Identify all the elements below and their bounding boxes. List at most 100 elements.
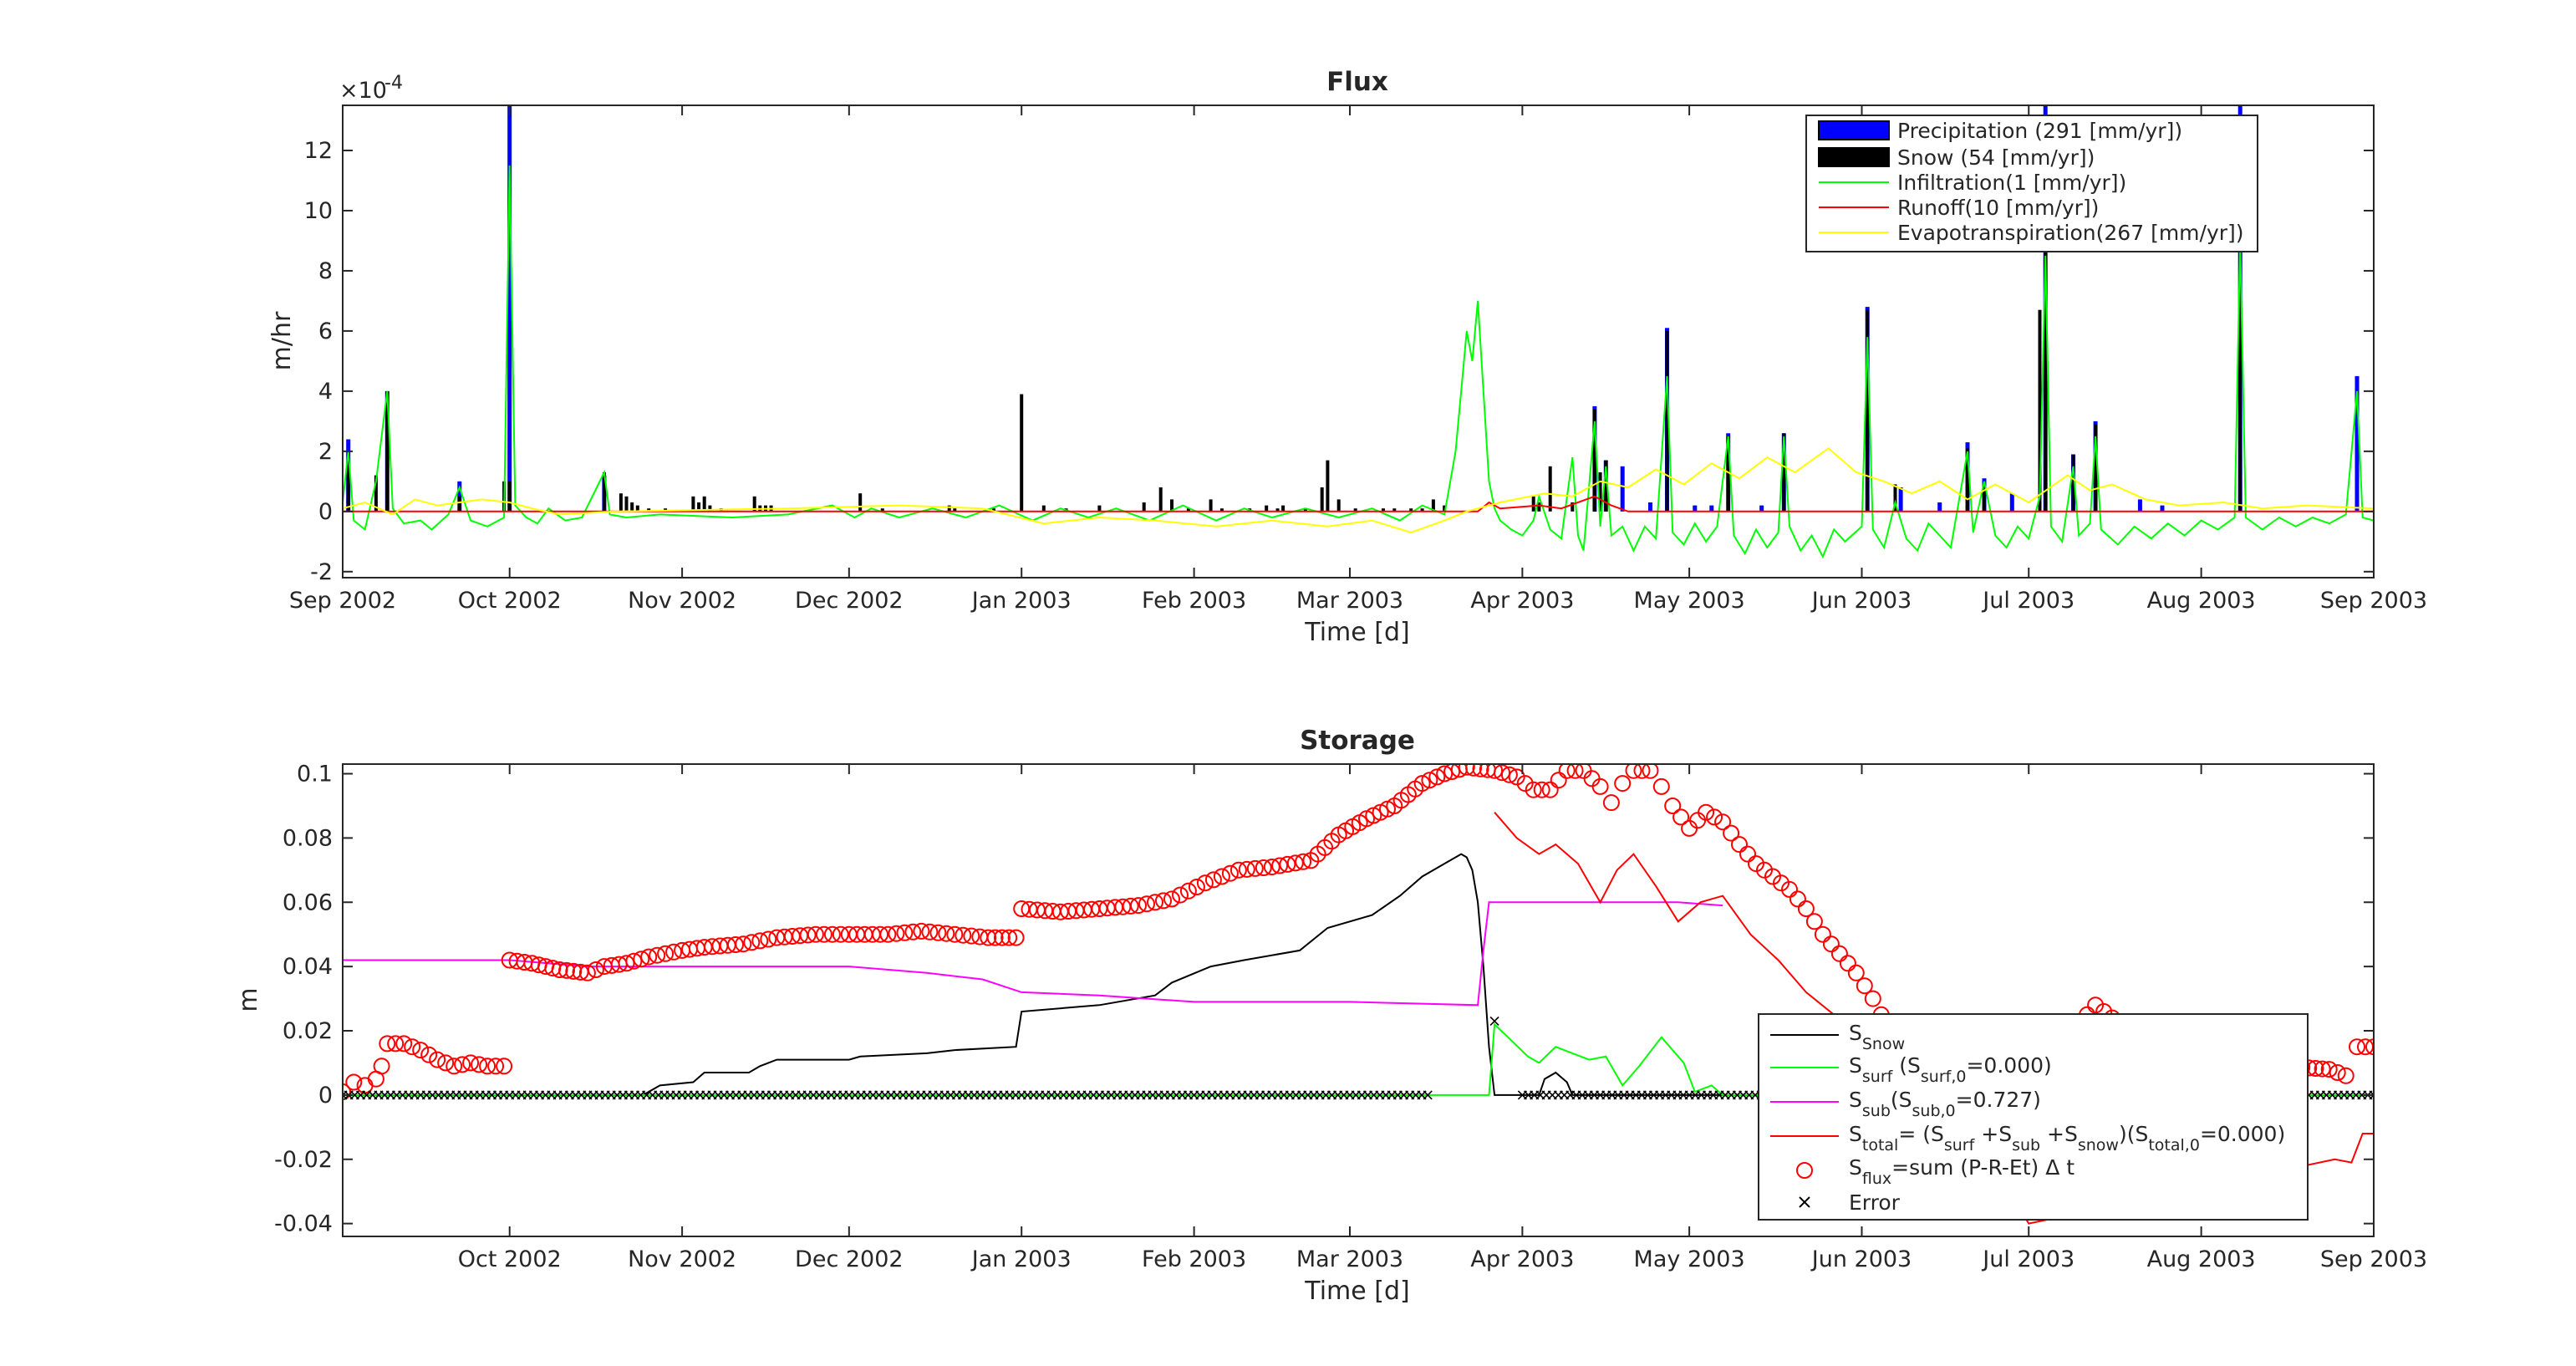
- storage-series-flux-marker: [993, 929, 1011, 946]
- storage-series-flux-marker: [1805, 913, 1823, 930]
- flux-y-exponent-base: ×10: [339, 78, 387, 104]
- storage-series-flux-marker: [735, 935, 752, 953]
- legend-error-label: Error: [1849, 1190, 1901, 1215]
- storage-x-tick-label: May 2003: [1634, 1246, 1745, 1272]
- flux-series-evapotranspiration-line: [343, 447, 2374, 534]
- flux-series-snow-bar: [1782, 433, 1786, 512]
- storage-series-flux-marker: [1642, 764, 1659, 779]
- legend-subscript: surf: [1944, 1136, 1976, 1154]
- storage-series-flux-marker: [1756, 861, 1773, 879]
- legend-snow-swatch: [1818, 147, 1890, 167]
- legend-s-snow-label: SSnow: [1849, 1021, 1905, 1053]
- flux-series-snow-bar: [1548, 466, 1552, 512]
- flux-series-snow-bar: [635, 505, 639, 512]
- flux-series-snow-bar: [1665, 330, 1669, 512]
- flux-series-snow-bar: [1592, 409, 1596, 512]
- storage-series-flux-marker: [625, 952, 643, 970]
- legend-subscript: Snow: [1862, 1035, 1905, 1053]
- storage-series-flux-marker: [938, 925, 955, 942]
- flux-x-tick-label: Sep 2002: [289, 588, 396, 614]
- legend-text-run: S: [1849, 1088, 1862, 1112]
- legend-text-run: S: [1849, 1021, 1862, 1045]
- flux-series-snow-bar: [1097, 505, 1102, 512]
- flux-series-snow-bar: [1320, 487, 1324, 512]
- flux-x-tick-label: Mar 2003: [1296, 588, 1403, 614]
- flux-x-tick-label: Apr 2003: [1470, 588, 1574, 614]
- storage-series-flux-marker: [1672, 808, 1690, 826]
- flux-series-snow-bar: [691, 496, 695, 512]
- storage-x-tick-label: Nov 2002: [628, 1246, 736, 1272]
- storage-title: Storage: [1300, 726, 1415, 756]
- storage-series-flux-marker: [2087, 996, 2105, 1014]
- flux-y-tick-label: -2: [310, 559, 333, 585]
- legend-subscript: flux: [1862, 1170, 1891, 1188]
- storage-series-flux-marker: [1428, 768, 1446, 786]
- storage-series-flux-marker: [1652, 777, 1670, 795]
- flux-series-snow: [346, 240, 2243, 512]
- flux-series-snow-bar: [1336, 499, 1341, 512]
- legend-precipitation-swatch: [1818, 120, 1890, 140]
- storage-series-flux-marker: [1436, 765, 1453, 782]
- flux-series-snow-bar: [947, 505, 951, 512]
- storage-series-flux-marker: [2349, 1038, 2365, 1056]
- storage-series-flux-marker: [799, 926, 817, 944]
- flux-series-snow-bar: [1326, 460, 1330, 512]
- storage-series-flux-marker: [1486, 764, 1504, 779]
- flux-series-snow-bar: [1966, 448, 1969, 512]
- legend-subscript: sub: [2012, 1136, 2040, 1154]
- storage-series-flux-marker: [1847, 964, 1865, 981]
- storage-series-flux-marker: [832, 925, 849, 943]
- flux-series-snow-bar: [1158, 487, 1163, 512]
- storage-series-flux-marker: [558, 961, 575, 979]
- flux-series-snow-bar: [1281, 505, 1285, 512]
- legend-text-run: (S: [1891, 1088, 1912, 1112]
- flux-y-axis-label: m/hr: [267, 311, 297, 370]
- storage-series-flux-marker: [1229, 861, 1247, 879]
- legend-runoff-label: Runoff(10 [mm/yr]): [1897, 196, 2099, 220]
- flux-series-snow-bar: [1420, 508, 1424, 512]
- storage-series-flux-marker: [345, 1073, 363, 1091]
- storage-series-flux-marker: [1739, 845, 1756, 863]
- storage-series-flux-marker: [1295, 853, 1312, 870]
- flux-x-axis: Sep 2002 Oct 2002 Nov 2002 Dec 2002 Jan 2003…: [289, 105, 2427, 614]
- storage-series-flux-marker: [929, 924, 947, 941]
- legend-subscript: surf,0: [1921, 1068, 1967, 1086]
- storage-series-flux-marker: [551, 961, 568, 978]
- storage-series-flux-marker: [1533, 781, 1550, 798]
- storage-series-flux-marker: [2320, 1061, 2338, 1078]
- storage-series-flux-marker: [2329, 1064, 2346, 1081]
- storage-series-flux-marker: [1007, 929, 1025, 946]
- storage-series-flux-marker: [640, 948, 658, 966]
- legend-text-run: +S: [2040, 1122, 2078, 1146]
- flux-x-tick-label: Jul 2003: [1981, 588, 2075, 614]
- flux-series-snow-bar: [2044, 240, 2048, 512]
- storage-series-flux-marker: [1443, 764, 1461, 780]
- flux-series-snow-bar: [991, 508, 995, 512]
- storage-series-flux-marker: [1213, 868, 1230, 885]
- flux-series-snow-bar: [953, 508, 957, 512]
- flux-series-precipitation-bar: [1709, 505, 1714, 512]
- storage-series-flux-marker: [1172, 886, 1189, 904]
- storage-series-flux-marker: [1472, 764, 1489, 777]
- flux-series-snow-bar: [2038, 309, 2042, 512]
- flux-y-tick-label: 8: [318, 258, 333, 284]
- legend-text-run: =0.000): [1966, 1053, 2051, 1078]
- storage-series-flux-marker: [1465, 764, 1483, 777]
- storage-series-flux-marker: [479, 1058, 496, 1075]
- storage-series-flux-marker: [1839, 955, 1856, 972]
- flux-y-tick-label: 6: [318, 319, 333, 344]
- legend-s-total-label: Stotal= (Ssurf +Ssub +Ssnow)(Stotal,0=0.…: [1849, 1122, 2285, 1154]
- storage-series-flux-marker: [1286, 854, 1304, 872]
- flux-x-axis-label: Time [d]: [1304, 618, 1409, 647]
- storage-series-flux-marker: [1633, 764, 1651, 779]
- storage-y-tick-label: 0.08: [283, 825, 333, 851]
- legend-evapotranspiration-label: Evapotranspiration(267 [mm/yr]): [1897, 221, 2244, 245]
- storage-series-flux-marker: [1773, 874, 1789, 892]
- storage-x-tick-label: Dec 2002: [795, 1246, 904, 1272]
- storage-series-flux-marker: [1541, 781, 1559, 798]
- storage-series-flux-marker: [1130, 897, 1147, 915]
- storage-x-tick-label: Oct 2002: [458, 1246, 562, 1272]
- flux-series-snow-bar: [708, 505, 712, 512]
- storage-series-flux-marker: [420, 1046, 438, 1063]
